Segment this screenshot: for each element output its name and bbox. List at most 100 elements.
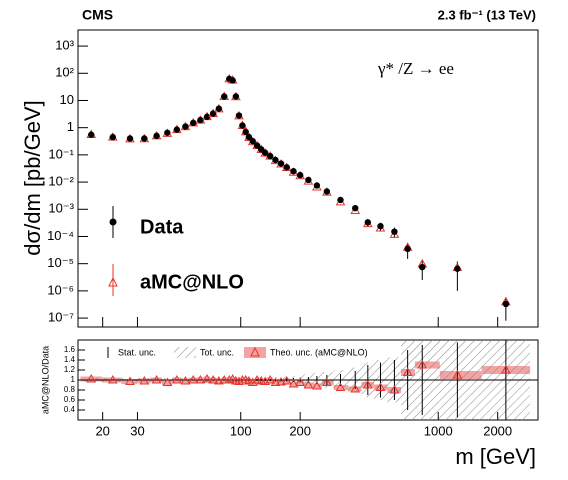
data-marker <box>313 182 321 189</box>
ratio-marker <box>252 374 262 384</box>
ratio-marker <box>107 374 118 384</box>
legend-marker <box>174 347 196 358</box>
data-marker <box>197 116 204 124</box>
ratio-marker <box>265 374 276 384</box>
data-marker <box>190 119 197 127</box>
legend-label: Tot. unc. <box>200 347 234 357</box>
top-frame <box>77 29 539 328</box>
x-tick-label: 100 <box>230 423 252 438</box>
experiment-label: CMS <box>82 7 113 23</box>
ratio-marker <box>322 377 332 386</box>
y-tick-label: 10⁻⁴ <box>47 228 74 243</box>
y-tick-label: 10⁻⁵ <box>47 255 74 270</box>
data-marker <box>221 93 228 100</box>
ratio-marker <box>162 377 173 386</box>
ratio-marker <box>219 374 230 384</box>
ratio-y-axis-label: aMC@NLO/Data <box>40 346 50 414</box>
data-marker <box>215 105 223 112</box>
ratio-marker <box>350 383 361 393</box>
data-marker <box>239 122 246 129</box>
y-tick-label: 10⁻⁷ <box>48 310 74 325</box>
ratio-marker <box>389 384 400 394</box>
ratio-marker <box>295 377 306 386</box>
y-tick-label: 1 <box>67 119 74 134</box>
ratio-marker <box>139 375 150 385</box>
y-tick-label: 10⁻² <box>48 174 74 189</box>
x-tick-label: 20 <box>95 423 109 438</box>
data-marker <box>305 176 312 184</box>
data-marker <box>249 137 256 145</box>
ratio-marker <box>312 380 322 390</box>
ratio-marker <box>125 376 135 385</box>
plot-area <box>86 73 511 321</box>
x-axis-label: m [GeV] <box>455 444 536 469</box>
ratio-marker <box>188 374 199 384</box>
data-marker <box>229 77 236 84</box>
y-tick-label: 10² <box>55 65 74 80</box>
ratio-y-tick-label: 1.6 <box>64 345 76 354</box>
ratio-marker <box>417 359 428 369</box>
data-marker <box>364 219 372 226</box>
data-marker <box>377 222 384 230</box>
data-marker <box>404 245 411 253</box>
data-marker <box>245 133 253 141</box>
y-tick-label: 10 <box>60 92 74 107</box>
data-marker <box>277 160 285 167</box>
ratio-marker <box>214 375 224 385</box>
ratio-marker <box>335 382 346 391</box>
ratio-marker <box>244 375 254 385</box>
data-marker <box>290 168 297 175</box>
ratio-marker <box>172 374 182 384</box>
ratio-marker <box>234 376 244 385</box>
data-marker <box>141 135 148 142</box>
y-axis-label: dσ/dm [pb/GeV] <box>20 100 45 255</box>
ratio-y-tick-label: 0.6 <box>64 395 76 404</box>
y-tick-label: 10³ <box>55 38 74 53</box>
ratio-area <box>78 340 538 420</box>
y-tick-label: 10⁻⁶ <box>47 282 74 297</box>
data-marker <box>232 93 240 100</box>
data-marker <box>173 126 181 133</box>
data-marker <box>352 204 359 212</box>
data-marker <box>323 188 331 195</box>
ratio-y-tick-label: 1.2 <box>64 365 76 374</box>
legend-label: Stat. unc. <box>118 347 156 357</box>
ratio-marker <box>247 377 258 386</box>
ratio-marker <box>402 367 413 376</box>
data-marker <box>419 263 426 271</box>
ratio-marker <box>452 369 463 379</box>
x-tick-label: 1000 <box>424 423 453 438</box>
data-marker <box>203 113 211 121</box>
ratio-marker <box>202 373 212 383</box>
ratio-marker <box>288 378 299 388</box>
ratio-marker <box>86 373 97 383</box>
x-tick-label: 30 <box>130 423 144 438</box>
data-marker <box>272 156 279 164</box>
data-marker <box>261 149 269 156</box>
ratio-marker <box>362 379 373 389</box>
ratio-marker <box>500 364 511 374</box>
data-marker <box>454 265 461 272</box>
data-marker <box>283 164 290 171</box>
ratio-y-tick-label: 1.4 <box>64 355 76 364</box>
legend-label: Data <box>140 216 184 238</box>
ratio-marker <box>195 374 206 384</box>
legend-marker <box>244 347 266 358</box>
lumi-label: 2.3 fb⁻¹ (13 TeV) <box>438 7 536 22</box>
ratio-y-tick-label: 0.8 <box>64 385 76 394</box>
ratio-marker <box>281 375 292 385</box>
data-marker <box>242 128 249 136</box>
legend-label: aMC@NLO <box>140 271 244 293</box>
data-marker <box>266 152 274 160</box>
legend-label: Theo. unc. (aMC@NLO) <box>270 347 368 357</box>
data-marker <box>235 112 243 119</box>
ratio-y-tick-label: 0.4 <box>64 405 76 414</box>
ratio-marker <box>208 374 219 384</box>
data-marker <box>153 132 160 140</box>
data-marker <box>296 171 304 179</box>
data-marker <box>253 142 261 149</box>
x-tick-label: 200 <box>289 423 311 438</box>
ratio-marker <box>224 374 235 384</box>
ratio-marker <box>375 382 386 391</box>
